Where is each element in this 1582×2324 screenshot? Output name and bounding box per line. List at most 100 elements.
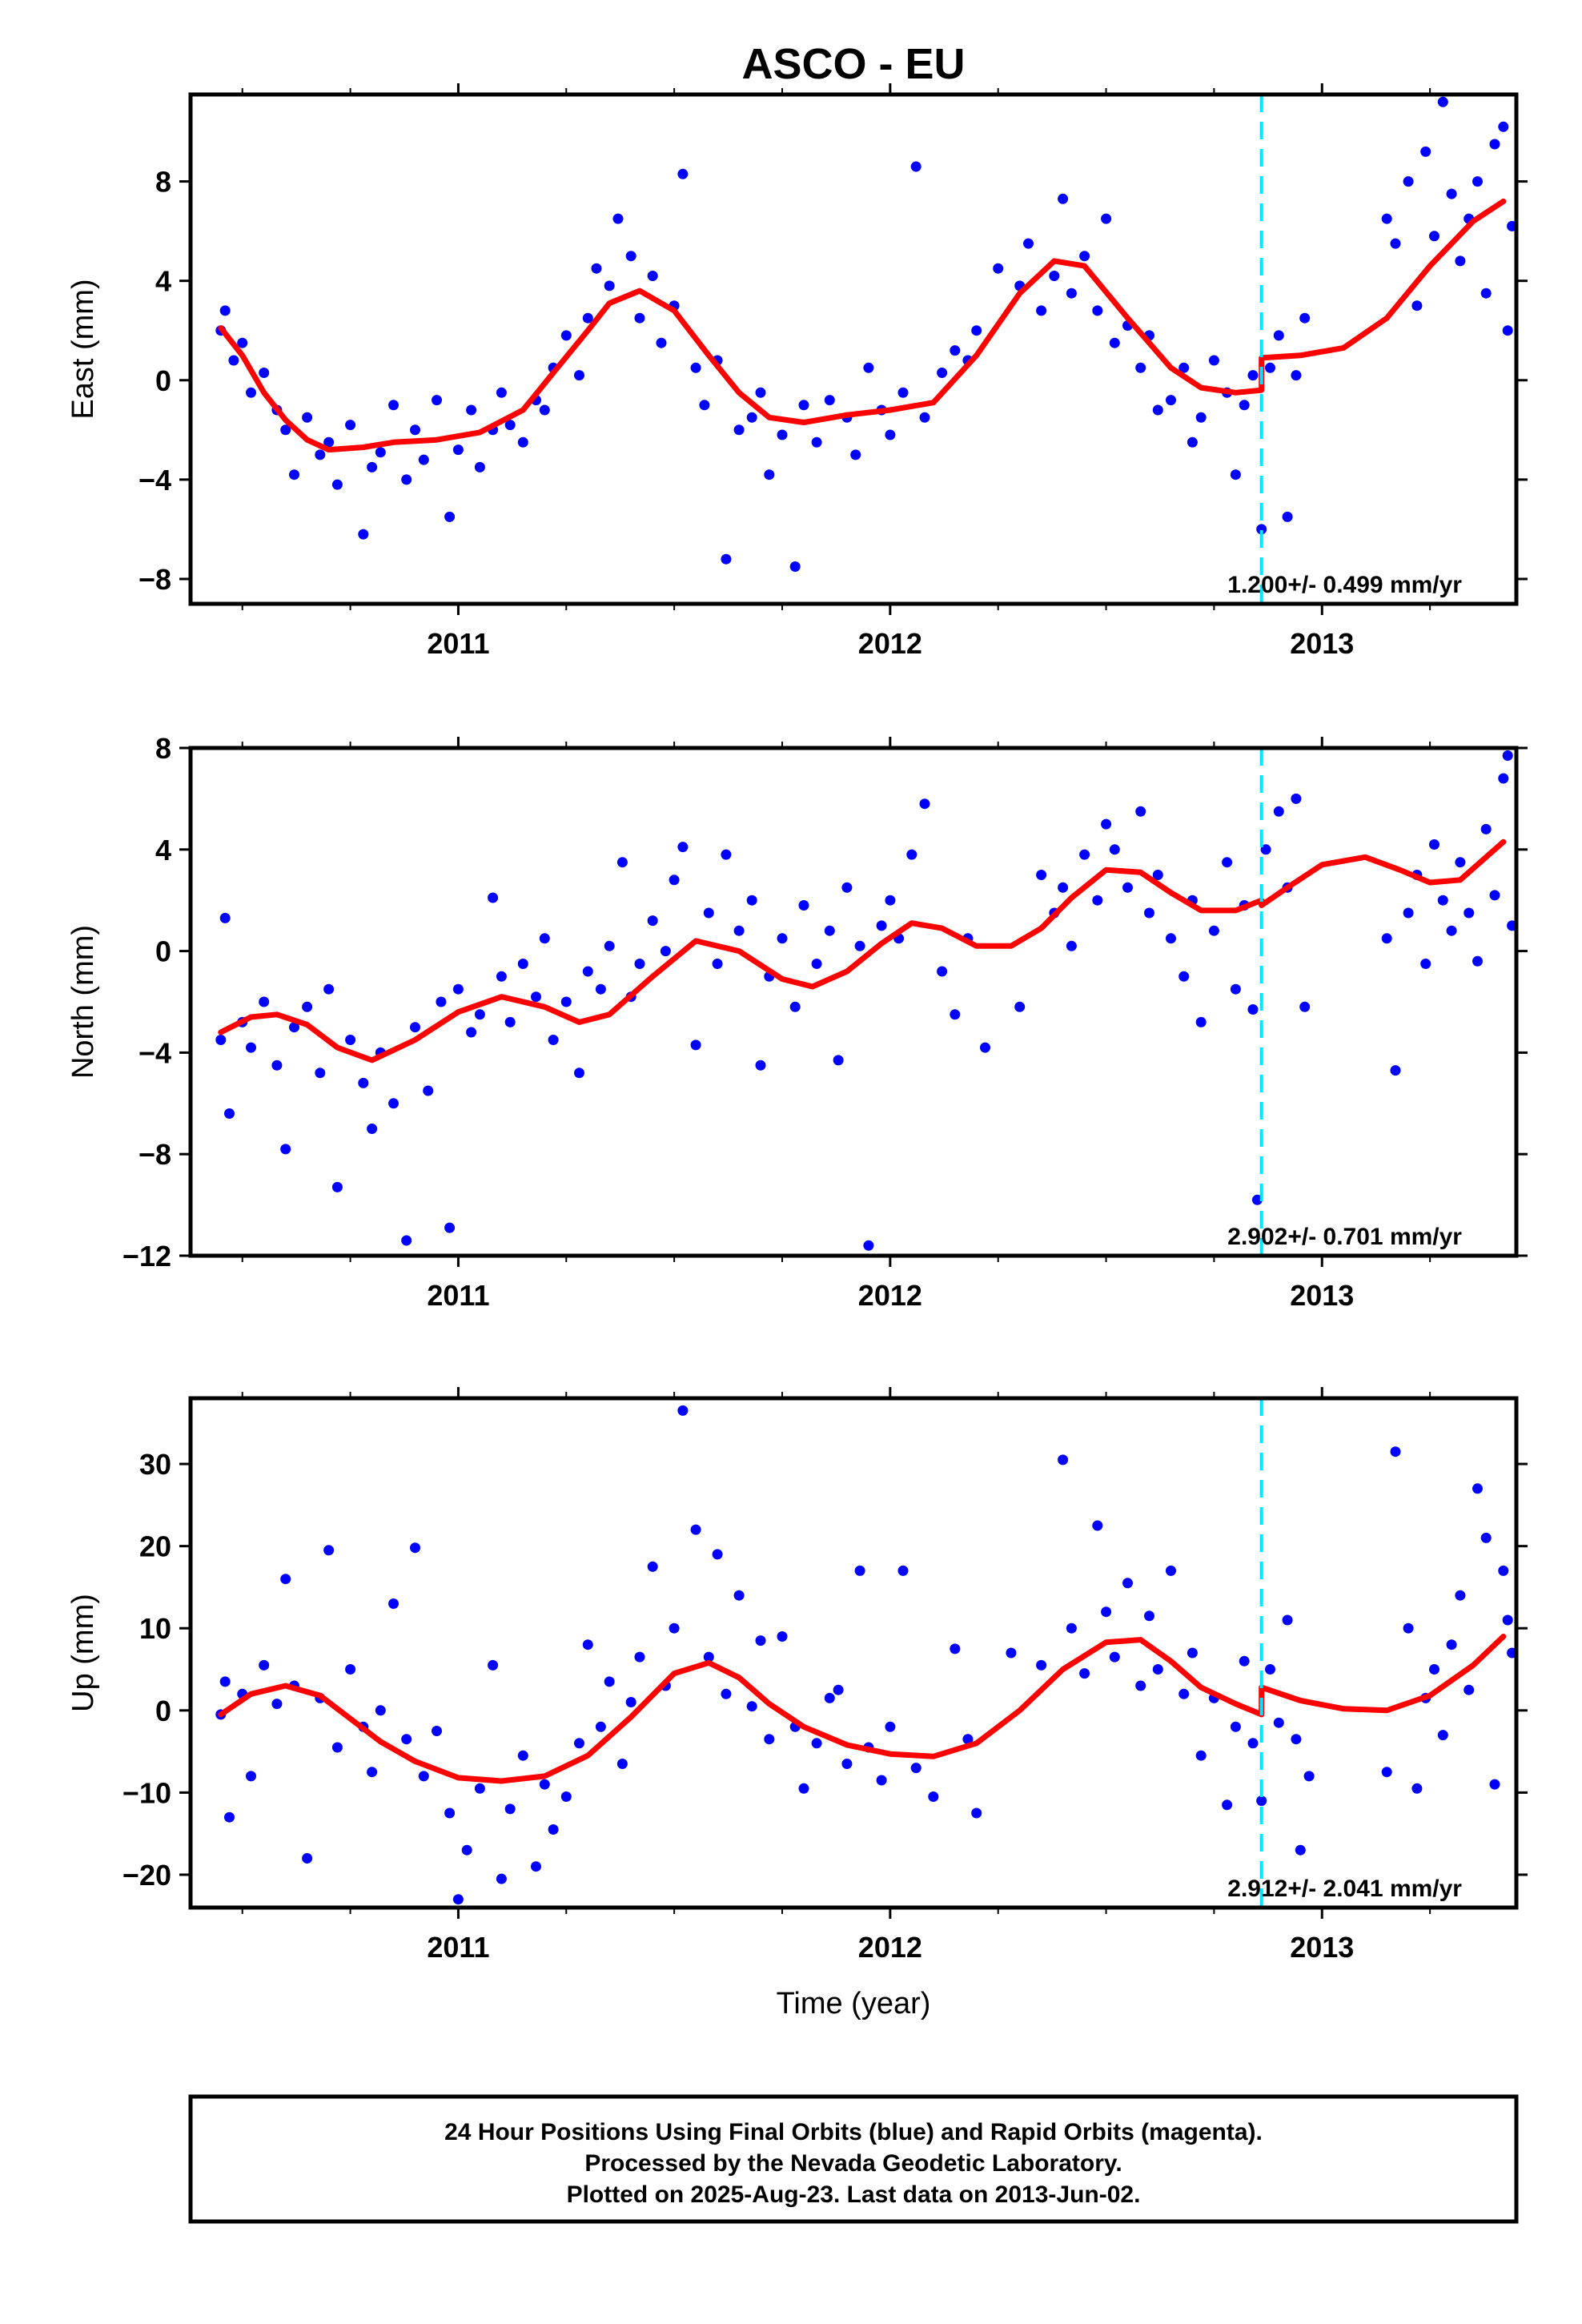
- north-y-tick-label: −12: [122, 1240, 171, 1273]
- north-data-point: [1455, 857, 1465, 867]
- east-data-point: [764, 469, 774, 480]
- up-y-axis-label: Up (mm): [66, 1594, 100, 1712]
- east-data-point: [898, 388, 909, 398]
- up-data-point: [401, 1734, 412, 1744]
- north-data-point: [937, 967, 947, 977]
- north-data-point: [1299, 1002, 1310, 1012]
- up-data-point: [259, 1660, 269, 1671]
- east-data-point: [345, 420, 355, 430]
- up-data-point: [1304, 1771, 1315, 1781]
- up-rate-label: 2.912+/- 2.041 mm/yr: [1227, 1876, 1462, 1902]
- up-data-point: [1006, 1648, 1016, 1659]
- east-x-tick-label: 2013: [1290, 627, 1354, 660]
- east-data-point: [911, 162, 921, 172]
- north-data-point: [906, 850, 917, 860]
- east-model-fit-line: [221, 201, 1504, 449]
- up-data-point: [410, 1542, 420, 1553]
- north-data-point: [980, 1043, 990, 1053]
- up-data-point: [375, 1705, 386, 1715]
- east-data-point: [1291, 370, 1301, 380]
- east-data-point: [419, 455, 429, 465]
- up-data-point: [877, 1775, 887, 1786]
- up-data-point: [505, 1803, 516, 1814]
- up-data-point: [1447, 1639, 1457, 1650]
- up-data-point: [388, 1598, 399, 1609]
- east-data-point: [1411, 300, 1422, 311]
- east-data-point: [401, 474, 412, 485]
- north-data-point: [1110, 844, 1120, 854]
- east-data-point: [1036, 305, 1046, 316]
- north-data-point: [841, 883, 852, 893]
- north-data-point: [855, 941, 865, 951]
- east-data-point: [799, 400, 809, 410]
- up-data-point: [432, 1726, 442, 1736]
- east-data-point: [756, 388, 766, 398]
- north-data-point: [669, 875, 680, 885]
- north-data-point: [475, 1009, 485, 1019]
- up-data-point: [1256, 1795, 1267, 1806]
- north-data-point: [345, 1035, 355, 1045]
- east-data-point: [444, 512, 455, 522]
- north-data-point: [246, 1043, 256, 1053]
- east-data-point: [993, 263, 1003, 274]
- north-data-point: [799, 900, 809, 911]
- east-data-point: [388, 400, 399, 410]
- north-data-point: [1058, 883, 1068, 893]
- up-data-point: [648, 1562, 658, 1572]
- up-data-point: [1144, 1610, 1154, 1621]
- east-data-point: [1153, 405, 1163, 416]
- east-data-point: [721, 554, 731, 565]
- up-data-point: [1222, 1799, 1232, 1810]
- north-y-tick-label: 4: [155, 834, 171, 866]
- north-data-point: [920, 798, 930, 809]
- north-data-point: [583, 967, 593, 977]
- north-data-point: [863, 1240, 873, 1251]
- north-data-point: [466, 1027, 476, 1038]
- up-data-point: [596, 1722, 606, 1732]
- north-data-point: [1503, 750, 1513, 761]
- chart-title: ASCO - EU: [741, 40, 965, 88]
- north-data-layer: [215, 750, 1517, 1251]
- up-data-point: [1411, 1783, 1422, 1794]
- north-data-point: [215, 1035, 226, 1045]
- east-data-point: [747, 412, 757, 423]
- east-data-point: [1049, 271, 1059, 281]
- up-data-point: [1101, 1606, 1111, 1617]
- north-data-point: [1196, 1017, 1207, 1027]
- panels: −8−4048201120122013East (mm)1.200+/- 0.4…: [66, 83, 1528, 1964]
- north-data-point: [1438, 895, 1448, 906]
- north-data-point: [747, 895, 757, 906]
- up-data-point: [764, 1734, 774, 1744]
- east-data-point: [971, 325, 982, 336]
- up-data-point: [734, 1590, 745, 1601]
- up-data-point: [1153, 1664, 1163, 1675]
- east-data-point: [453, 444, 464, 455]
- up-data-point: [677, 1405, 688, 1416]
- up-data-point: [971, 1808, 982, 1819]
- east-data-point: [561, 330, 572, 340]
- up-data-point: [1429, 1664, 1439, 1675]
- east-x-tick-label: 2012: [858, 627, 922, 660]
- east-data-point: [1209, 356, 1219, 366]
- north-data-point: [596, 984, 606, 995]
- east-data-point: [1503, 325, 1513, 336]
- north-data-point: [488, 893, 498, 903]
- north-data-point: [315, 1068, 325, 1078]
- north-data-point: [1101, 819, 1111, 830]
- north-data-point: [1014, 1002, 1025, 1012]
- east-data-point: [302, 412, 312, 423]
- north-data-point: [548, 1035, 559, 1045]
- up-data-point: [1295, 1845, 1306, 1856]
- east-data-point: [604, 280, 615, 291]
- north-data-point: [444, 1223, 455, 1233]
- east-data-point: [1166, 395, 1176, 405]
- north-data-point: [1382, 933, 1392, 943]
- up-data-point: [419, 1771, 429, 1781]
- east-data-point: [648, 271, 658, 281]
- north-y-tick-label: 0: [155, 935, 171, 968]
- east-data-point: [228, 356, 239, 366]
- east-data-point: [1455, 255, 1465, 266]
- north-data-point: [1420, 959, 1431, 969]
- up-data-point: [1110, 1652, 1120, 1663]
- north-data-point: [1291, 794, 1301, 804]
